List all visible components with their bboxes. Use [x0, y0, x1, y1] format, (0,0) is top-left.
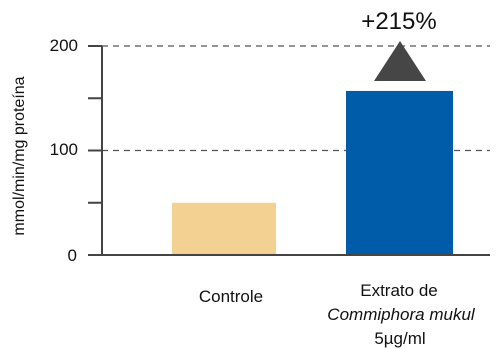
category-label-1-line1: Extrato de [360, 281, 438, 300]
percent-change-annotation: +215% [361, 8, 436, 35]
bar-1 [346, 90, 453, 255]
axes-layer [88, 45, 490, 256]
category-label-1-line3: 5µg/ml [374, 329, 425, 348]
labels-layer: 0 100 200 mmol/min/mg proteína Controle Extra… [11, 36, 476, 348]
y-tick-label-200: 200 [50, 36, 78, 55]
annotation-layer: +215% [361, 8, 437, 81]
y-tick-label-100: 100 [50, 140, 78, 159]
bars-layer [172, 90, 453, 255]
category-label-0: Controle [199, 287, 263, 306]
increase-triangle-icon [374, 41, 426, 81]
y-axis-title: mmol/min/mg proteína [11, 76, 28, 235]
y-tick-label-0: 0 [68, 246, 77, 265]
category-label-1-line2: Commiphora mukul [327, 305, 476, 324]
bar-0 [172, 202, 276, 255]
